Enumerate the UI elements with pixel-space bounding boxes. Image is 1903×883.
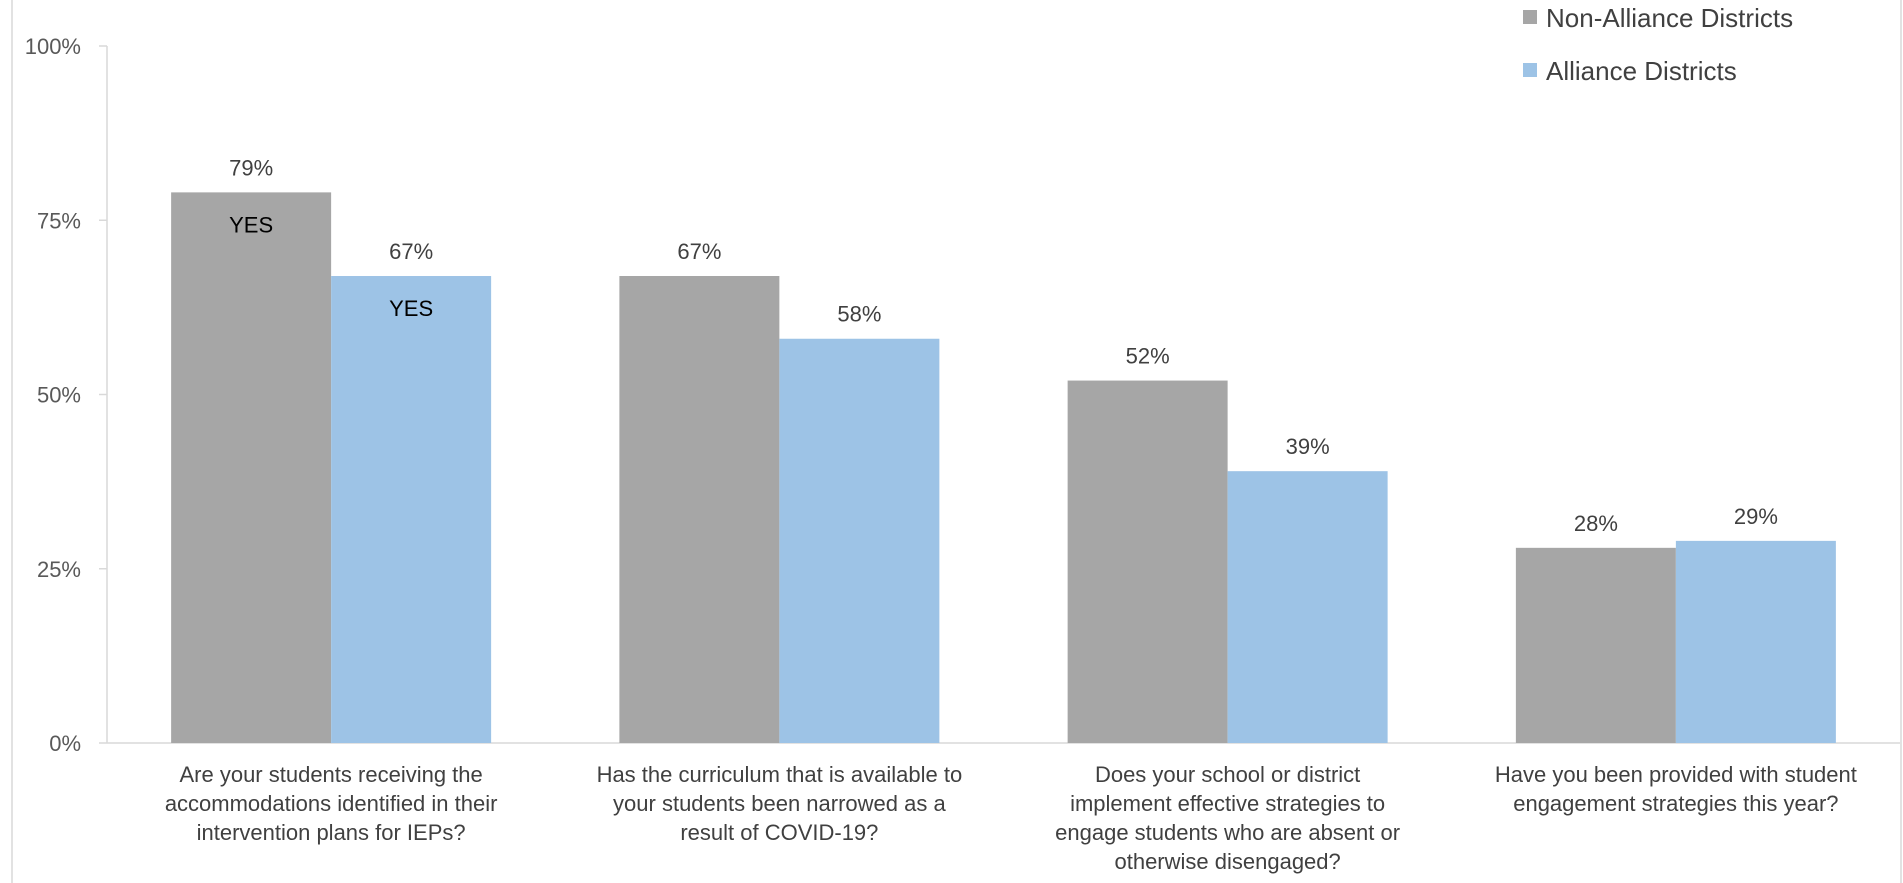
x-category-label-line: engagement strategies this year? <box>1513 791 1838 816</box>
bar-non-alliance <box>619 276 780 743</box>
bar-alliance <box>1227 471 1388 743</box>
category-labels: Are your students receiving the accommoda… <box>165 762 1857 874</box>
legend-swatch <box>1523 63 1537 77</box>
bar-value-label: 39% <box>1286 434 1330 459</box>
bar-alliance <box>779 338 940 743</box>
x-category-label-line: intervention plans for IEPs? <box>197 820 466 845</box>
legend-label: Non-Alliance Districts <box>1546 3 1793 33</box>
x-category-label-line: implement effective strategies to <box>1070 791 1385 816</box>
legend: Non-Alliance Districts Alliance Districts <box>1523 3 1793 86</box>
y-tick-label: 50% <box>37 383 81 408</box>
x-category-label-line: engage students who are absent or <box>1055 820 1400 845</box>
x-category-label: Has the curriculum that is available to y… <box>597 762 963 845</box>
bar-alliance <box>1675 540 1836 743</box>
y-tick-label: 25% <box>37 557 81 582</box>
y-tick-label: 100% <box>25 34 81 59</box>
bar-inner-label: YES <box>389 296 433 321</box>
x-category-label-line: Has the curriculum that is available to <box>597 762 963 787</box>
x-category-label-line: Are your students receiving the <box>179 762 482 787</box>
bar-value-label: 58% <box>837 302 881 327</box>
x-category-label-line: otherwise disengaged? <box>1114 849 1340 874</box>
bar-value-label: 52% <box>1126 344 1170 369</box>
x-category-label-line: accommodations identified in their <box>165 791 498 816</box>
bar-value-label: 67% <box>389 239 433 264</box>
x-category-label: Does your school or district implement ef… <box>1055 762 1400 874</box>
bars: 79% YES 67% YES 67% 58% 52% 39% 28% 29% <box>171 155 1836 743</box>
x-category-label-line: Does your school or district <box>1095 762 1360 787</box>
bar-inner-label: YES <box>229 212 273 237</box>
bar-value-label: 67% <box>677 239 721 264</box>
bar-value-label: 28% <box>1574 511 1618 536</box>
x-category-label-line: result of COVID-19? <box>680 820 878 845</box>
bar-value-label: 29% <box>1734 504 1778 529</box>
bar-alliance <box>331 276 492 743</box>
bar-non-alliance <box>171 192 332 743</box>
x-category-label-line: your students been narrowed as a <box>613 791 946 816</box>
legend-swatch <box>1523 10 1537 24</box>
y-tick-label: 0% <box>49 731 81 756</box>
y-tick-label: 75% <box>37 208 81 233</box>
bar-non-alliance <box>1515 547 1676 743</box>
legend-label: Alliance Districts <box>1546 56 1737 86</box>
x-category-label: Are your students receiving the accommoda… <box>165 762 498 845</box>
chart-border <box>11 0 1902 883</box>
bar-value-label: 79% <box>229 155 273 180</box>
x-category-label: Have you been provided with student engag… <box>1495 762 1857 816</box>
bar-non-alliance <box>1067 380 1228 743</box>
x-category-label-line: Have you been provided with student <box>1495 762 1857 787</box>
